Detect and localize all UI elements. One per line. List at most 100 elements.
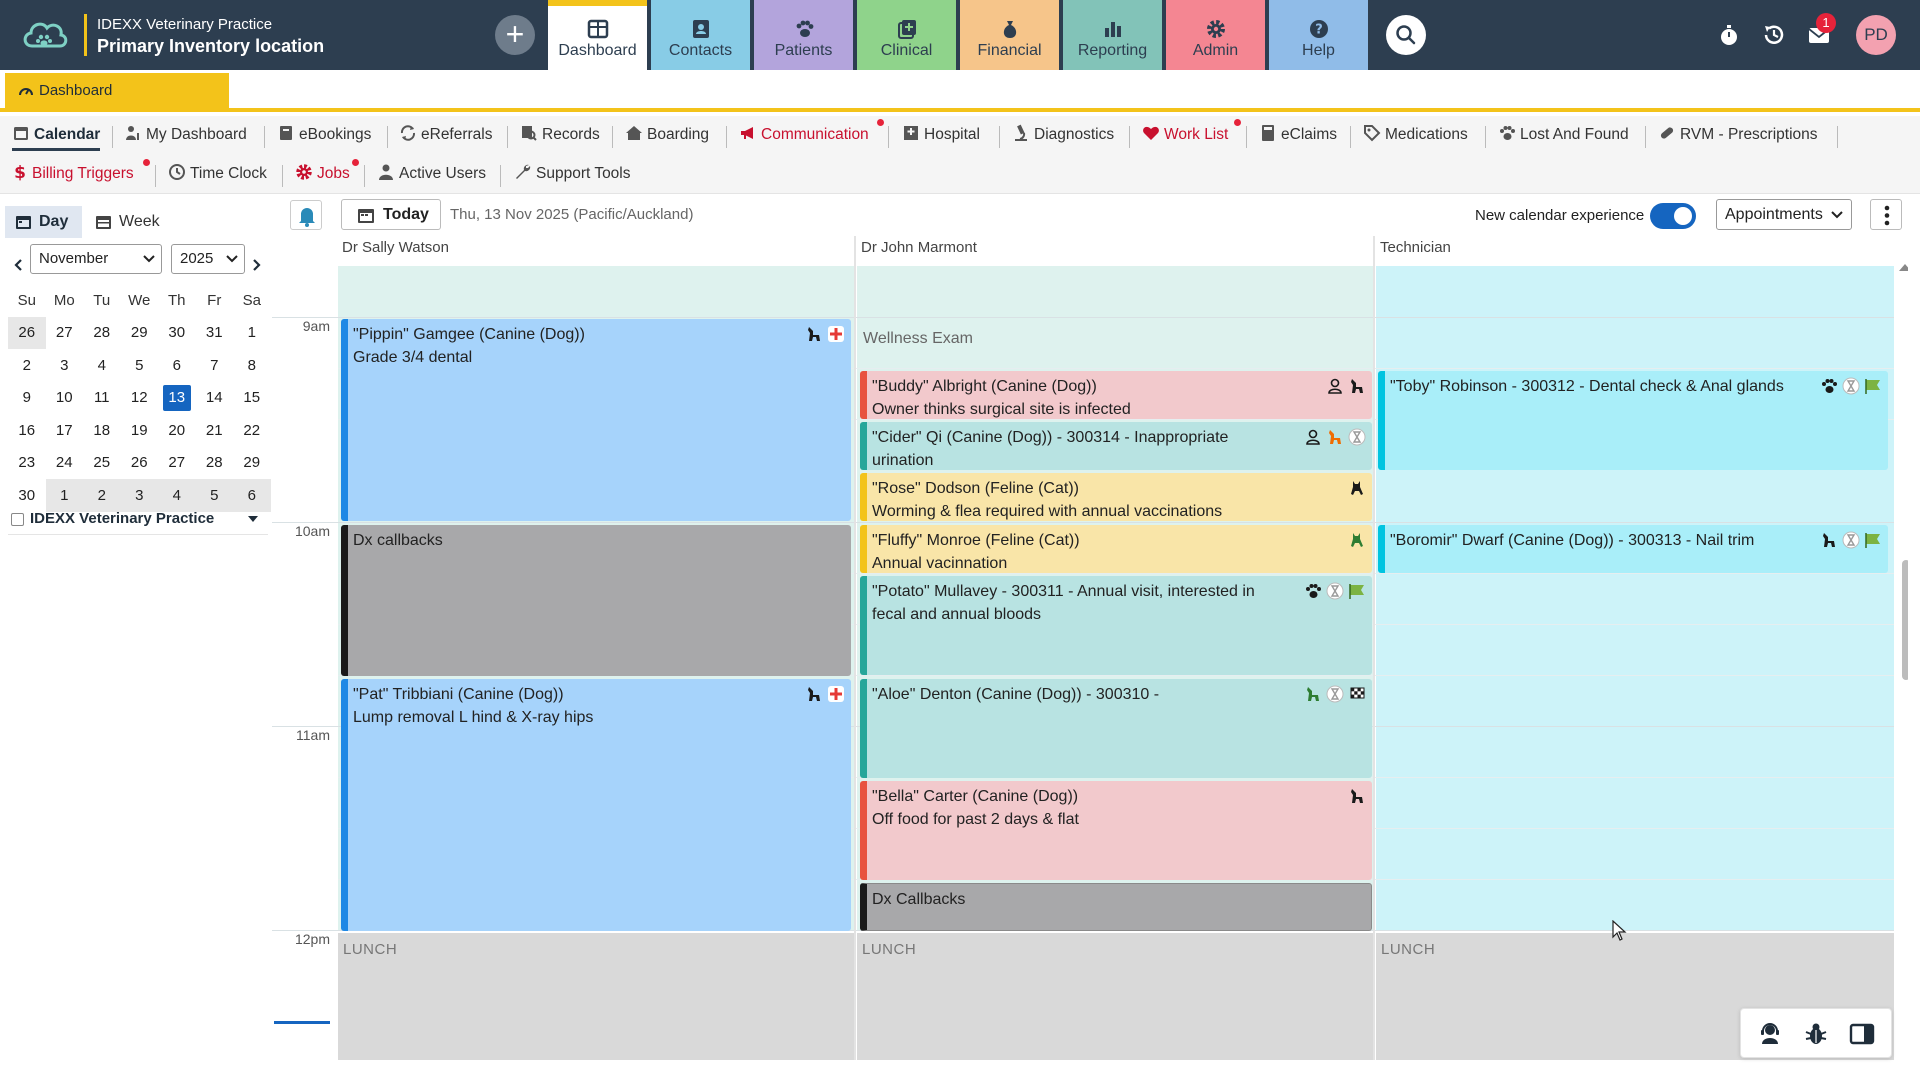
side-panel-icon[interactable]: [1849, 1021, 1875, 1047]
lunch-block-john[interactable]: LUNCH: [857, 933, 1373, 1060]
today-button[interactable]: Today: [341, 199, 441, 230]
tab-help[interactable]: ? Help: [1269, 0, 1368, 70]
calendar-day[interactable]: 4: [158, 479, 196, 512]
stopwatch-icon[interactable]: [1716, 22, 1742, 48]
calendar-day[interactable]: 26: [130, 454, 148, 472]
calendar-day[interactable]: 19: [130, 421, 148, 439]
calendar-day[interactable]: 25: [93, 454, 111, 472]
appointment-fluffy-monroe[interactable]: "Fluffy" Monroe (Feline (Cat)) Annual va…: [860, 525, 1372, 573]
calendar-day[interactable]: 27: [55, 324, 73, 342]
history-icon[interactable]: [1761, 22, 1787, 48]
appointment-pat-tribbiani[interactable]: "Pat" Tribbiani (Canine (Dog)) Lump remo…: [341, 679, 851, 931]
calendar-day[interactable]: 8: [247, 356, 256, 374]
calendar-day[interactable]: 7: [210, 356, 219, 374]
calendar-day[interactable]: 23: [18, 454, 36, 472]
tab-contacts[interactable]: Contacts: [651, 0, 750, 70]
column-background-technician[interactable]: [1376, 266, 1894, 930]
menu-item-diagnostics[interactable]: Diagnostics: [1012, 119, 1114, 151]
month-select[interactable]: November: [30, 244, 162, 274]
tab-admin[interactable]: Admin: [1166, 0, 1265, 70]
menu-item-ereferrals[interactable]: eReferrals: [399, 119, 493, 151]
tab-financial[interactable]: Financial: [960, 0, 1059, 70]
calendar-day[interactable]: 20: [168, 421, 186, 439]
appointment-potato-mullavey[interactable]: "Potato" Mullavey - 300311 - Annual visi…: [860, 576, 1372, 675]
appointment-rose-dodson[interactable]: "Rose" Dodson (Feline (Cat)) Worming & f…: [860, 473, 1372, 521]
cloud-paw-logo-icon[interactable]: [18, 12, 70, 56]
calendar-day[interactable]: 5: [135, 356, 144, 374]
calendar-day[interactable]: 14: [205, 389, 223, 407]
menu-item-boarding[interactable]: Boarding: [625, 119, 709, 151]
menu-item-calendar[interactable]: Calendar: [12, 119, 101, 151]
calendar-day[interactable]: 30: [18, 486, 36, 504]
menu-item-work-list[interactable]: Work List: [1142, 119, 1228, 151]
year-select[interactable]: 2025: [171, 244, 245, 274]
user-avatar[interactable]: PD: [1856, 15, 1896, 55]
calendar-day[interactable]: 5: [195, 479, 233, 512]
appointment-cider-qi[interactable]: "Cider" Qi (Canine (Dog)) - 300314 - Ina…: [860, 422, 1372, 470]
calendar-day[interactable]: 29: [130, 324, 148, 342]
appointment-dx-callbacks-john[interactable]: Dx Callbacks: [860, 883, 1372, 931]
menu-item-my-dashboard[interactable]: My Dashboard: [124, 119, 247, 151]
calendar-day[interactable]: 4: [97, 356, 106, 374]
calendar-day-selected[interactable]: 13: [158, 382, 196, 415]
menu-item-active-users[interactable]: Active Users: [377, 158, 486, 190]
menu-item-communication[interactable]: Communication: [739, 119, 869, 151]
support-agent-icon[interactable]: [1757, 1021, 1783, 1047]
menu-item-lost-and-found[interactable]: Lost And Found: [1498, 119, 1629, 151]
calendar-day[interactable]: 9: [22, 389, 31, 407]
bug-icon[interactable]: [1803, 1021, 1829, 1047]
week-view-tab[interactable]: Week: [85, 206, 170, 238]
calendar-day[interactable]: 29: [243, 454, 261, 472]
menu-item-support-tools[interactable]: Support Tools: [514, 158, 631, 190]
calendar-day[interactable]: 12: [130, 389, 148, 407]
practice-filter[interactable]: IDEXX Veterinary Practice: [8, 508, 268, 530]
calendar-day[interactable]: 10: [55, 389, 73, 407]
location-name[interactable]: Primary Inventory location: [97, 36, 325, 56]
breadcrumb-dashboard-tab[interactable]: Dashboard: [5, 73, 229, 108]
calendar-day[interactable]: 22: [243, 421, 261, 439]
calendar-day[interactable]: 21: [205, 421, 223, 439]
calendar-day[interactable]: 26: [8, 316, 46, 349]
calendar-day[interactable]: 2: [22, 356, 31, 374]
menu-item-jobs[interactable]: Jobs: [295, 158, 350, 190]
scrollbar-thumb[interactable]: [1902, 560, 1908, 680]
tab-patients[interactable]: Patients: [754, 0, 853, 70]
appointment-dx-callbacks[interactable]: Dx callbacks: [341, 525, 851, 676]
practice-checkbox[interactable]: [11, 513, 24, 526]
calendar-day[interactable]: 1: [45, 479, 83, 512]
tab-clinical[interactable]: Clinical: [857, 0, 956, 70]
appointment-bella-carter[interactable]: "Bella" Carter (Canine (Dog)) Off food f…: [860, 781, 1372, 880]
calendar-day[interactable]: 6: [233, 479, 271, 512]
calendar-day[interactable]: 6: [172, 356, 181, 374]
tab-reporting[interactable]: Reporting: [1063, 0, 1162, 70]
calendar-day[interactable]: 30: [168, 324, 186, 342]
appointment-boromir-dwarf[interactable]: "Boromir" Dwarf (Canine (Dog)) - 300313 …: [1378, 525, 1888, 573]
calendar-day[interactable]: 24: [55, 454, 73, 472]
calendar-day[interactable]: 28: [205, 454, 223, 472]
calendar-day[interactable]: 1: [247, 324, 256, 342]
calendar-day[interactable]: 3: [60, 356, 69, 374]
day-view-tab[interactable]: Day: [5, 206, 82, 238]
calendar-day[interactable]: 17: [55, 421, 73, 439]
wellness-exam-block[interactable]: Wellness Exam: [863, 330, 973, 347]
more-options-button[interactable]: [1870, 199, 1902, 230]
appointment-toby-robinson[interactable]: "Toby" Robinson - 300312 - Dental check …: [1378, 371, 1888, 470]
calendar-day[interactable]: 31: [205, 324, 223, 342]
calendar-view-select[interactable]: Appointments: [1716, 199, 1852, 230]
calendar-day[interactable]: 15: [243, 389, 261, 407]
appointment-pippin-gamgee[interactable]: "Pippin" Gamgee (Canine (Dog)) Grade 3/4…: [341, 319, 851, 521]
menu-item-time-clock[interactable]: Time Clock: [168, 158, 267, 190]
appointment-buddy-albright[interactable]: "Buddy" Albright (Canine (Dog)) Owner th…: [860, 371, 1372, 419]
calendar-day[interactable]: 18: [93, 421, 111, 439]
lunch-block-sally[interactable]: LUNCH: [338, 933, 854, 1060]
menu-item-rvm-prescriptions[interactable]: RVM - Prescriptions: [1658, 119, 1818, 151]
scroll-up-arrow[interactable]: [1899, 264, 1908, 271]
previous-month-icon[interactable]: [12, 258, 26, 272]
calendar-day[interactable]: 3: [120, 479, 158, 512]
menu-item-ebookings[interactable]: eBookings: [277, 119, 371, 151]
calendar-day[interactable]: 11: [93, 389, 110, 407]
calendar-day[interactable]: 2: [83, 479, 121, 512]
menu-item-hospital[interactable]: Hospital: [902, 119, 980, 151]
menu-item-records[interactable]: Records: [520, 119, 600, 151]
calendar-day[interactable]: 28: [93, 324, 111, 342]
